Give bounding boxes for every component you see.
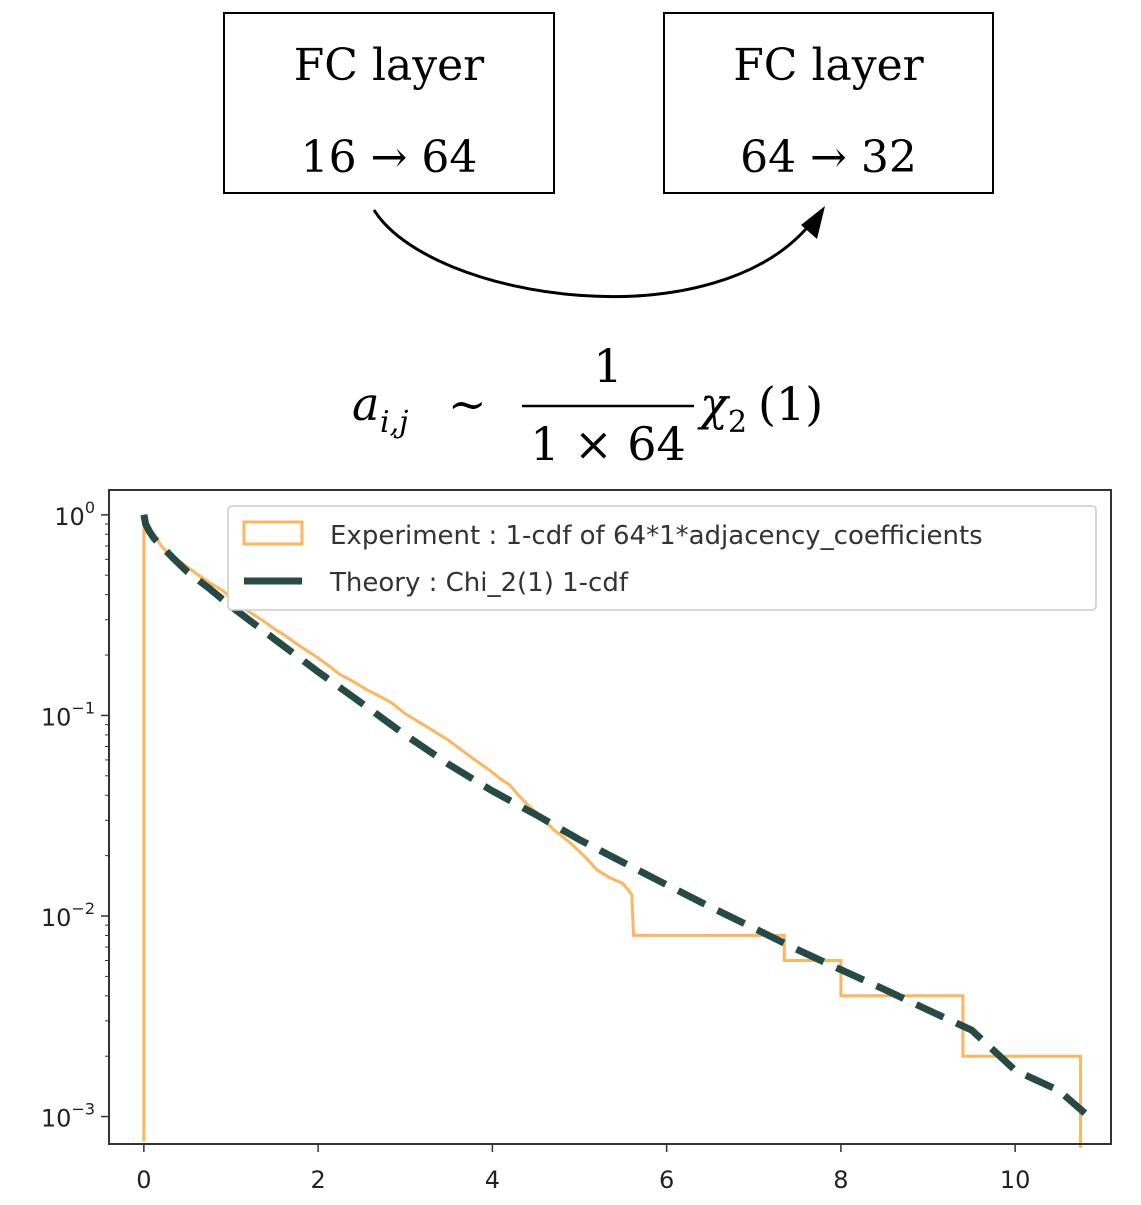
formula-denominator: 1 × 64 xyxy=(530,417,686,470)
arrowhead-icon xyxy=(801,206,825,239)
fc-layer-box-2: FC layer 64 → 32 xyxy=(663,12,994,194)
fc-layer-box-1: FC layer 16 → 64 xyxy=(223,12,555,194)
fc-layer-2-dims: 64 → 32 xyxy=(740,132,917,183)
x-tick-label: 0 xyxy=(136,1166,151,1194)
legend-swatch-experiment xyxy=(242,520,304,546)
formula-numerator: 1 xyxy=(593,339,622,393)
x-tick-label: 6 xyxy=(659,1166,674,1194)
connection-arrow xyxy=(372,209,817,298)
series-theory-line xyxy=(140,514,1088,1116)
formula-dist-sub: 2 xyxy=(728,405,747,440)
series-experiment-line xyxy=(142,514,1082,1148)
legend-label-experiment: Experiment : 1-cdf of 64*1*adjacency_coe… xyxy=(330,521,983,551)
legend: Experiment : 1-cdf of 64*1*adjacency_coe… xyxy=(227,505,1097,611)
y-tick-label: 10−2 xyxy=(41,899,95,932)
y-tick-label: 10−1 xyxy=(41,698,95,731)
diagram-overlay: a i,j ∼ 1 1 × 64 χ 2 (1) xyxy=(352,206,825,470)
y-tick-label: 10−3 xyxy=(41,1100,95,1133)
weight-distribution-formula: a i,j ∼ 1 1 × 64 χ 2 (1) xyxy=(352,339,823,470)
legend-label-theory: Theory : Chi_2(1) 1-cdf xyxy=(329,568,629,598)
fc-layer-1-title: FC layer xyxy=(293,40,485,91)
x-tick-label: 2 xyxy=(310,1166,325,1194)
legend-box xyxy=(227,505,1097,611)
y-tick-label: 100 xyxy=(54,498,95,531)
formula-lhs-var: a xyxy=(352,377,379,431)
formula-relation: ∼ xyxy=(448,377,487,431)
x-tick-label: 4 xyxy=(485,1166,500,1194)
plot-frame xyxy=(108,489,1112,1145)
x-tick-label: 8 xyxy=(833,1166,848,1194)
fc-layer-2-title: FC layer xyxy=(733,40,924,91)
formula-dist-arg: (1) xyxy=(758,377,823,431)
fc-layer-1-dims: 16 → 64 xyxy=(300,132,478,183)
formula-dist: χ xyxy=(697,377,731,431)
x-tick-label: 10 xyxy=(1000,1166,1031,1194)
formula-lhs-sub: i,j xyxy=(380,405,408,440)
